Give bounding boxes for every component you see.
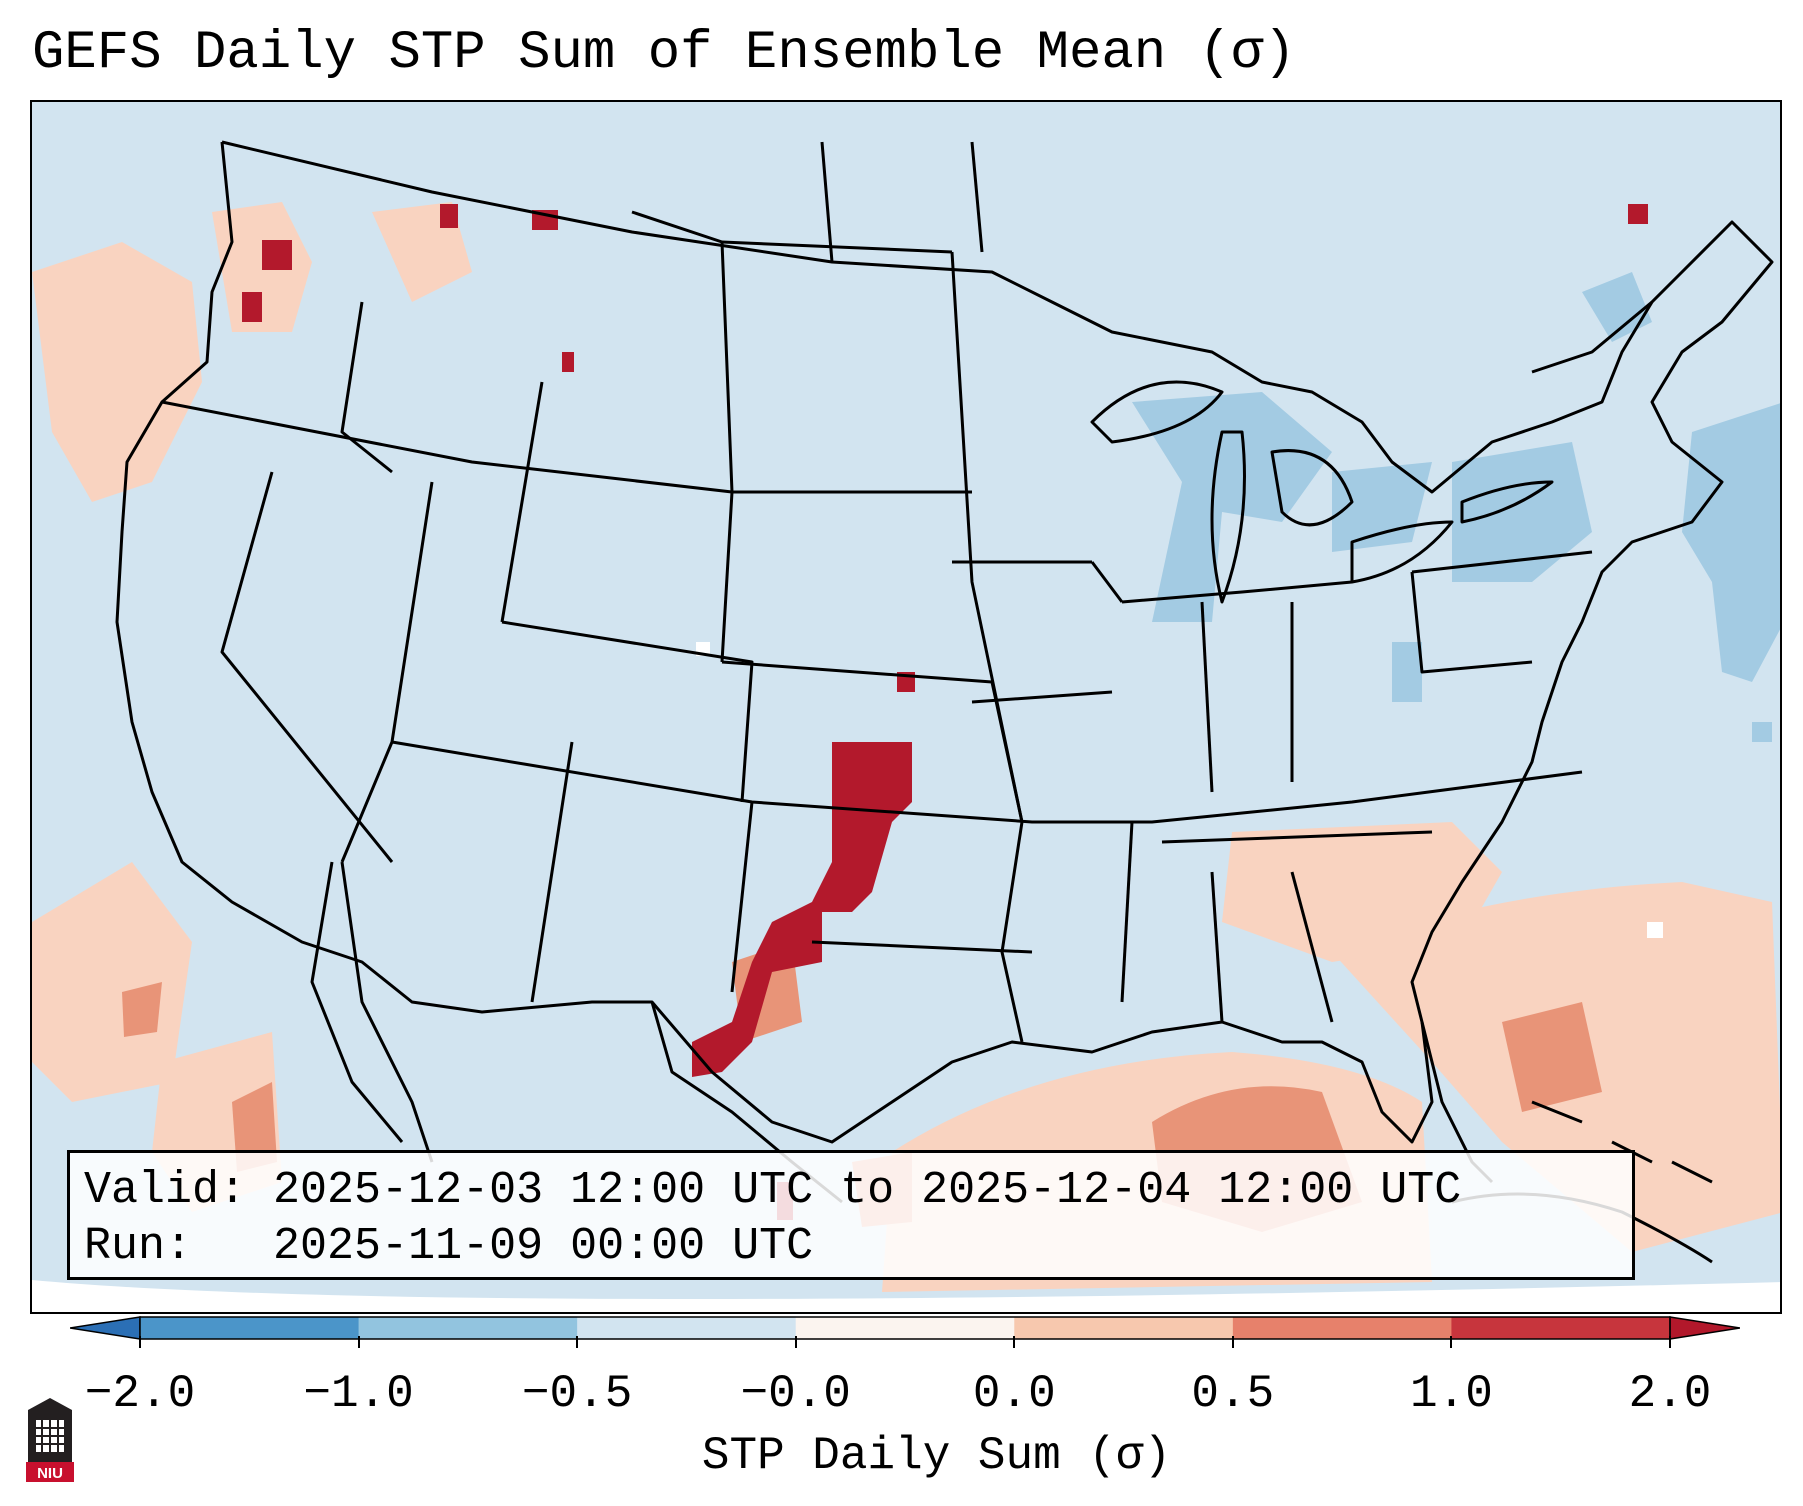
- colorbar-tick: [1013, 1336, 1016, 1348]
- run-row: Run: 2025-11-09 00:00 UTC: [84, 1219, 1618, 1275]
- valid-row: Valid: 2025-12-03 12:00 UTC to 2025-12-0…: [84, 1163, 1618, 1219]
- colorbar-segment: [1451, 1317, 1671, 1339]
- colorbar-tick: [1669, 1336, 1671, 1348]
- figure-title: GEFS Daily STP Sum of Ensemble Mean (σ): [32, 23, 1296, 84]
- anomaly-fields-blue: [1132, 272, 1780, 742]
- state-borders: [115, 140, 1774, 1264]
- colorbar-tick-label: 0.0: [972, 1368, 1056, 1420]
- niu-logo: NIU: [26, 1398, 74, 1482]
- run-value: 2025-11-09 00:00 UTC: [273, 1221, 814, 1272]
- map-panel: [30, 100, 1782, 1314]
- colorbar-tick: [1450, 1336, 1453, 1348]
- colorbar-tick-label: 0.5: [1191, 1368, 1275, 1420]
- colorbar-segment: [795, 1317, 1015, 1339]
- colorbar-tick: [139, 1336, 141, 1348]
- colorbar-segment: [1014, 1317, 1234, 1339]
- colorbar-segment: [1232, 1317, 1452, 1339]
- run-label: Run:: [84, 1221, 193, 1272]
- colorbar-tick: [357, 1336, 360, 1348]
- colorbar-ticks: −2.0 −1.0 −0.5 −0.0 0.0 0.5 1.0 2.0: [0, 1336, 1803, 1420]
- colorbar-tick-label: −1.0: [303, 1368, 414, 1420]
- colorbar-tick-label: −0.0: [740, 1368, 851, 1420]
- colorbar-tick: [576, 1336, 579, 1348]
- colorbar-outline: [139, 1316, 1671, 1340]
- validity-info-box: Valid: 2025-12-03 12:00 UTC to 2025-12-0…: [67, 1150, 1635, 1280]
- colorbar-tick: [1231, 1336, 1234, 1348]
- colorbar-tick: [794, 1336, 797, 1348]
- missing-pixel-2: [1647, 922, 1663, 938]
- colorbar-tick-label: −2.0: [84, 1368, 196, 1420]
- colorbar-tick-label: 1.0: [1410, 1368, 1493, 1420]
- colorbar-tick-label: −0.5: [521, 1368, 633, 1420]
- colorbar: [70, 1316, 1740, 1340]
- projection-edge: [32, 1280, 1780, 1312]
- logo-text: NIU: [37, 1465, 63, 1482]
- map-svg: [32, 140, 1780, 1312]
- valid-value: 2025-12-03 12:00 UTC to 2025-12-04 12:00…: [273, 1165, 1462, 1216]
- colorbar-tick-label: 2.0: [1628, 1368, 1712, 1420]
- colorbar-label: STP Daily Sum (σ): [701, 1430, 1172, 1482]
- valid-label: Valid:: [84, 1165, 247, 1216]
- colorbar-segment: [577, 1317, 797, 1339]
- colorbar-segment: [358, 1317, 578, 1339]
- colorbar-segment: [140, 1317, 360, 1339]
